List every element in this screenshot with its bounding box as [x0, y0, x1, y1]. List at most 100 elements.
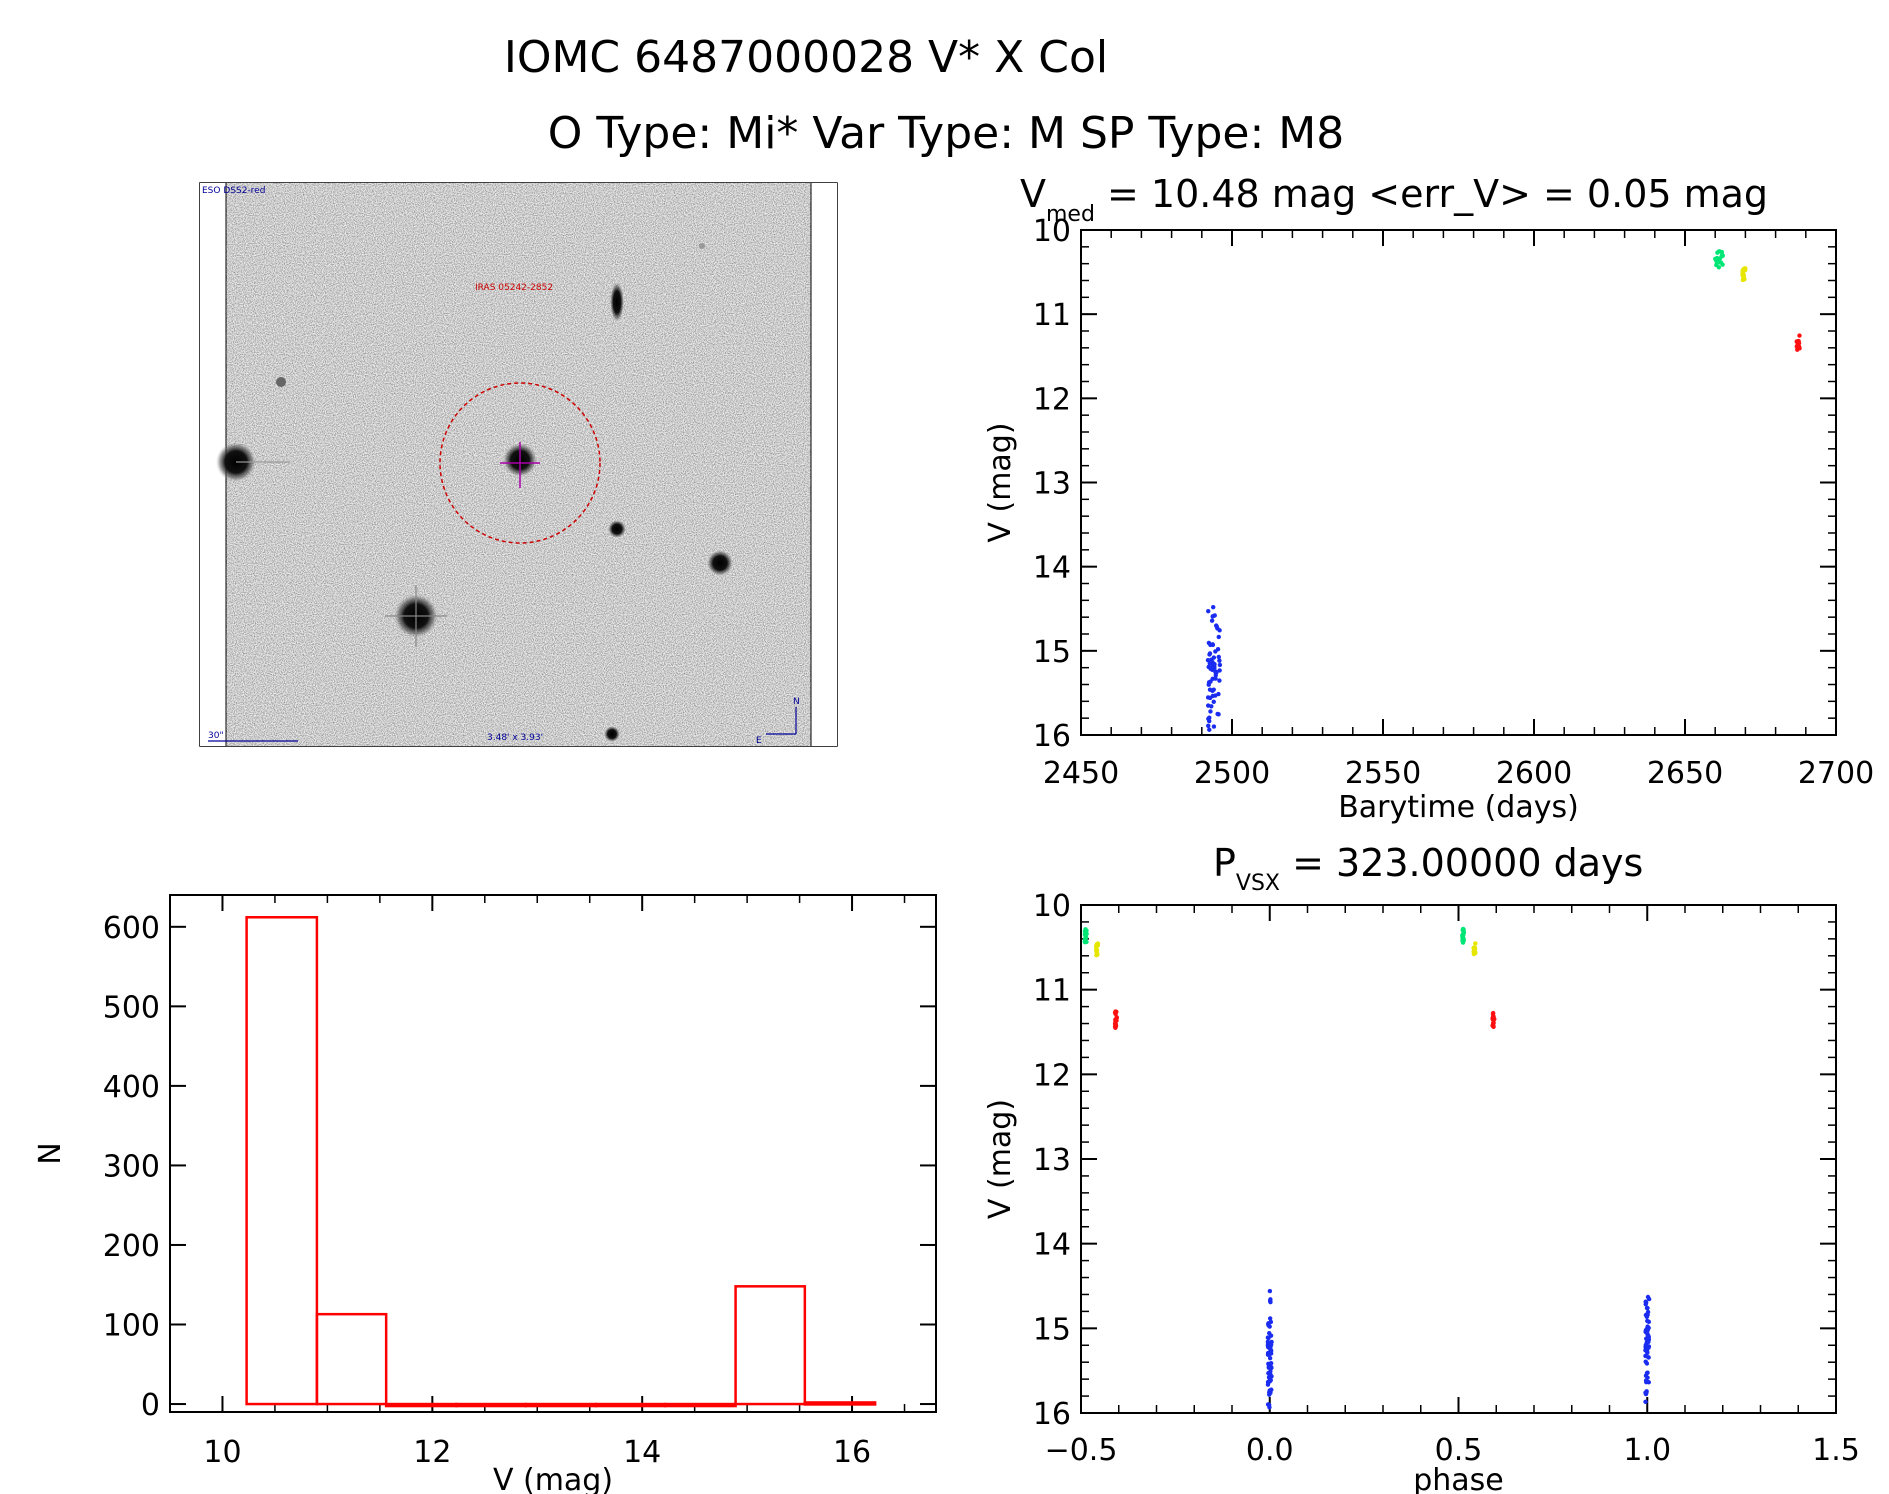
- data-point: [1209, 618, 1215, 623]
- data-point: [1215, 646, 1221, 652]
- x-tick-label: 2550: [1345, 756, 1421, 791]
- data-point: [1267, 1355, 1273, 1361]
- data-point: [1216, 654, 1221, 660]
- data-point: [1720, 262, 1725, 267]
- x-tick-label: 2700: [1798, 756, 1874, 791]
- x-tick-label: 12: [413, 1435, 451, 1470]
- data-point: [1643, 1299, 1648, 1304]
- histogram-bar: [594, 1402, 667, 1408]
- x-tick-label: 1.5: [1812, 1433, 1860, 1468]
- data-point: [1646, 1296, 1652, 1302]
- phase-curve-ticks: −0.5 0.0 0.5 1.0 1.5 10 11 12 13 14 15 16: [1033, 889, 1860, 1468]
- data-point: [1205, 695, 1211, 700]
- data-point: [1717, 256, 1722, 261]
- histogram-bar: [315, 1312, 388, 1406]
- data-point: [1269, 1365, 1274, 1371]
- star-bottom: [604, 726, 620, 742]
- x-tick-label: 10: [203, 1435, 241, 1470]
- histogram-plot: 10 12 14 16 0 100 200 300 400 500 600 V (mag) N: [33, 894, 937, 1494]
- phase-curve-plot: PVSX = 323.00000 days −0.5 0.0 0.5 1.0 1.5 10…: [983, 841, 1860, 1494]
- data-point: [1082, 938, 1088, 943]
- histogram-bar: [664, 1402, 737, 1408]
- data-point: [1207, 652, 1212, 657]
- data-point: [1460, 927, 1466, 932]
- histogram-xlabel: V (mag): [493, 1463, 613, 1494]
- data-point: [1490, 1023, 1495, 1028]
- data-point: [1213, 693, 1218, 698]
- histogram-frame: [169, 894, 937, 1413]
- x-tick-label: 2650: [1647, 756, 1723, 791]
- title-main: P: [1213, 841, 1236, 885]
- data-point: [1645, 1370, 1650, 1375]
- phase-curve-points: [1082, 926, 1652, 1410]
- data-point: [1644, 1305, 1650, 1311]
- y-tick-label: 14: [1033, 551, 1071, 586]
- histogram-bars: [245, 916, 877, 1408]
- data-point: [1112, 1021, 1118, 1027]
- data-point: [1084, 931, 1089, 937]
- data-point: [1645, 1318, 1650, 1324]
- data-point: [1207, 687, 1213, 692]
- data-point: [1716, 249, 1721, 254]
- histogram-ylabel: N: [33, 1142, 68, 1164]
- data-point: [1206, 682, 1211, 687]
- data-point: [1211, 663, 1216, 668]
- histogram-bar: [524, 1402, 598, 1408]
- data-point: [1269, 1374, 1274, 1379]
- data-point: [1471, 949, 1476, 954]
- data-point: [1268, 1361, 1274, 1366]
- title-rest: = 10.48 mag <err_V> = 0.05 mag: [1095, 172, 1768, 216]
- data-point: [1210, 660, 1215, 665]
- data-point: [1211, 699, 1216, 704]
- data-point: [1209, 704, 1214, 709]
- data-point: [1211, 687, 1216, 692]
- data-point: [1643, 1359, 1648, 1364]
- histogram-bar: [734, 1285, 807, 1406]
- y-tick-label: 0: [141, 1388, 160, 1423]
- data-point: [1643, 1378, 1649, 1383]
- data-point: [1266, 1351, 1271, 1357]
- light-curve-points: [1205, 249, 1802, 732]
- data-point: [1461, 938, 1467, 943]
- light-curve-ylabel: V (mag): [983, 422, 1018, 542]
- x-tick-label: 0.0: [1246, 1433, 1294, 1468]
- phase-curve-xlabel: phase: [1413, 1463, 1504, 1494]
- data-point: [1797, 333, 1802, 338]
- y-tick-label: 16: [1033, 719, 1071, 754]
- data-point: [1217, 678, 1222, 683]
- star-small: [608, 520, 626, 538]
- y-tick-label: 500: [103, 990, 160, 1025]
- fov-label: 3.48' x 3.93': [487, 733, 543, 743]
- title-subscript: VSX: [1236, 871, 1280, 896]
- data-point: [1646, 1335, 1651, 1340]
- scale-label: 30": [208, 731, 224, 741]
- histogram-ticks: 10 12 14 16 0 100 200 300 400 500 600: [103, 895, 936, 1470]
- y-tick-label: 15: [1033, 635, 1071, 670]
- y-tick-label: 14: [1033, 1228, 1071, 1263]
- data-point: [1112, 1010, 1118, 1016]
- data-point: [1093, 948, 1099, 953]
- data-point: [1210, 676, 1215, 681]
- light-curve-plot: Vmed = 10.48 mag <err_V> = 0.05 mag 2450…: [983, 172, 1874, 825]
- title-subscript: med: [1046, 202, 1095, 227]
- data-point: [1716, 265, 1722, 270]
- north-label: N: [793, 697, 800, 707]
- data-point: [1213, 669, 1219, 674]
- data-point: [1217, 658, 1222, 663]
- data-point: [1645, 1339, 1650, 1345]
- data-point: [1207, 727, 1212, 732]
- data-point: [1460, 933, 1465, 938]
- figure-subtitle: O Type: Mi* Var Type: M SP Type: M8: [548, 108, 1345, 159]
- data-point: [1265, 1343, 1271, 1348]
- data-point: [1645, 1331, 1650, 1336]
- data-point: [1267, 1390, 1272, 1395]
- image-source-label: ESO DSS2-red: [202, 186, 265, 196]
- data-point: [1644, 1390, 1649, 1396]
- phase-curve-ylabel: V (mag): [983, 1099, 1018, 1219]
- light-curve-title: Vmed = 10.48 mag <err_V> = 0.05 mag: [1020, 172, 1768, 227]
- data-point: [1490, 1011, 1496, 1017]
- histogram-bar: [803, 1401, 877, 1406]
- y-tick-label: 400: [103, 1070, 160, 1105]
- star-right: [707, 550, 733, 576]
